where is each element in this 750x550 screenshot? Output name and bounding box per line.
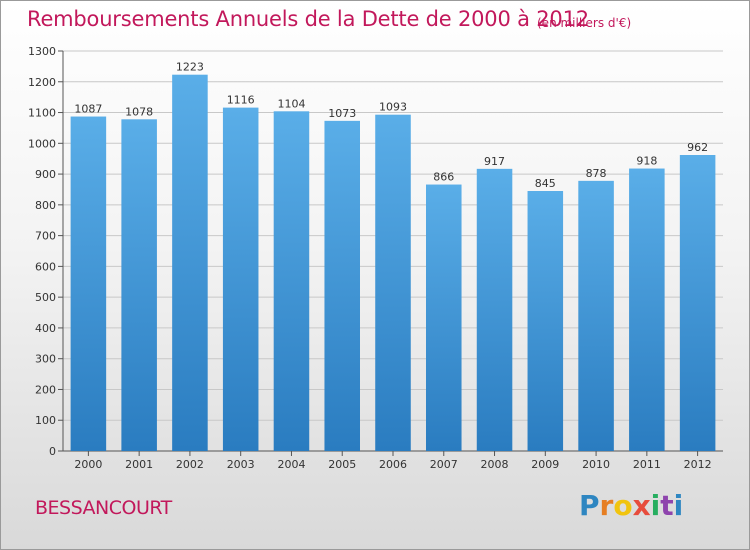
bar-2011 [629,168,665,452]
y-tick-label: 1300 [28,45,56,58]
chart-title: Remboursements Annuels de la Dette de 20… [27,7,589,31]
bar-2009 [527,191,564,451]
logo-letter: o [613,489,633,522]
bar-2001 [121,119,157,452]
logo-letter: t [660,489,674,522]
x-tick-label: 2003 [227,458,255,471]
bar-value-label: 1078 [125,105,153,118]
y-tick-label: 1100 [28,107,56,120]
x-tick-label: 2001 [125,458,153,471]
bar-value-label: 1087 [74,103,102,116]
y-tick-label: 200 [35,383,56,396]
y-tick-label: 100 [35,414,56,427]
x-tick-label: 2002 [176,458,204,471]
bar-value-label: 1223 [176,61,204,74]
x-tick-label: 2006 [379,458,407,471]
y-tick-label: 1200 [28,76,56,89]
bar-2000 [70,116,107,452]
proxiti-logo: Proxiti [579,489,683,522]
bar-value-label: 918 [636,155,657,168]
bar-value-label: 878 [586,167,607,180]
bar-value-label: 866 [433,171,454,184]
y-tick-label: 400 [35,322,56,335]
bar-2010 [578,180,614,451]
y-tick-label: 300 [35,353,56,366]
bar-value-label: 1104 [277,97,305,110]
y-tick-label: 900 [35,168,56,181]
x-tick-label: 2008 [481,458,509,471]
logo-letter: P [579,489,600,522]
y-tick-label: 600 [35,260,56,273]
bar-2002 [172,74,208,451]
logo-letter: x [632,489,651,522]
x-tick-label: 2004 [277,458,305,471]
x-tick-label: 2000 [74,458,102,471]
y-tick-label: 500 [35,291,56,304]
bar-2006 [375,114,411,451]
chart-unit-note: (en milliers d'€) [537,16,632,30]
x-tick-label: 2010 [582,458,610,471]
logo-letter: i [673,489,684,522]
x-tick-label: 2005 [328,458,356,471]
y-tick-label: 700 [35,230,56,243]
bars [70,74,716,452]
y-tick-label: 0 [49,445,56,458]
bar-value-label: 1116 [227,94,255,107]
bar-2012 [679,155,716,451]
place-name: BESSANCOURT [35,497,172,519]
x-tick-label: 2011 [633,458,661,471]
y-tick-label: 1000 [28,137,56,150]
bar-value-label: 917 [484,155,505,168]
y-tick-label: 800 [35,199,56,212]
logo-letter: r [599,489,614,522]
bar-value-label: 1073 [328,107,356,120]
bar-value-label: 845 [535,177,556,190]
bar-value-label: 1093 [379,101,407,114]
x-tick-label: 2007 [430,458,458,471]
x-tick-label: 2012 [684,458,712,471]
logo-letter: i [650,489,661,522]
x-tick-label: 2009 [531,458,559,471]
bar-2003 [222,107,259,451]
bar-2007 [426,184,462,452]
labels: 0 100 200 300 400 500 600 700 800 900 1000 1100 1200… [28,45,712,471]
bar-2004 [273,111,310,452]
bar-value-label: 962 [687,141,708,154]
bar-2008 [476,168,513,451]
bar-2005 [324,120,360,451]
